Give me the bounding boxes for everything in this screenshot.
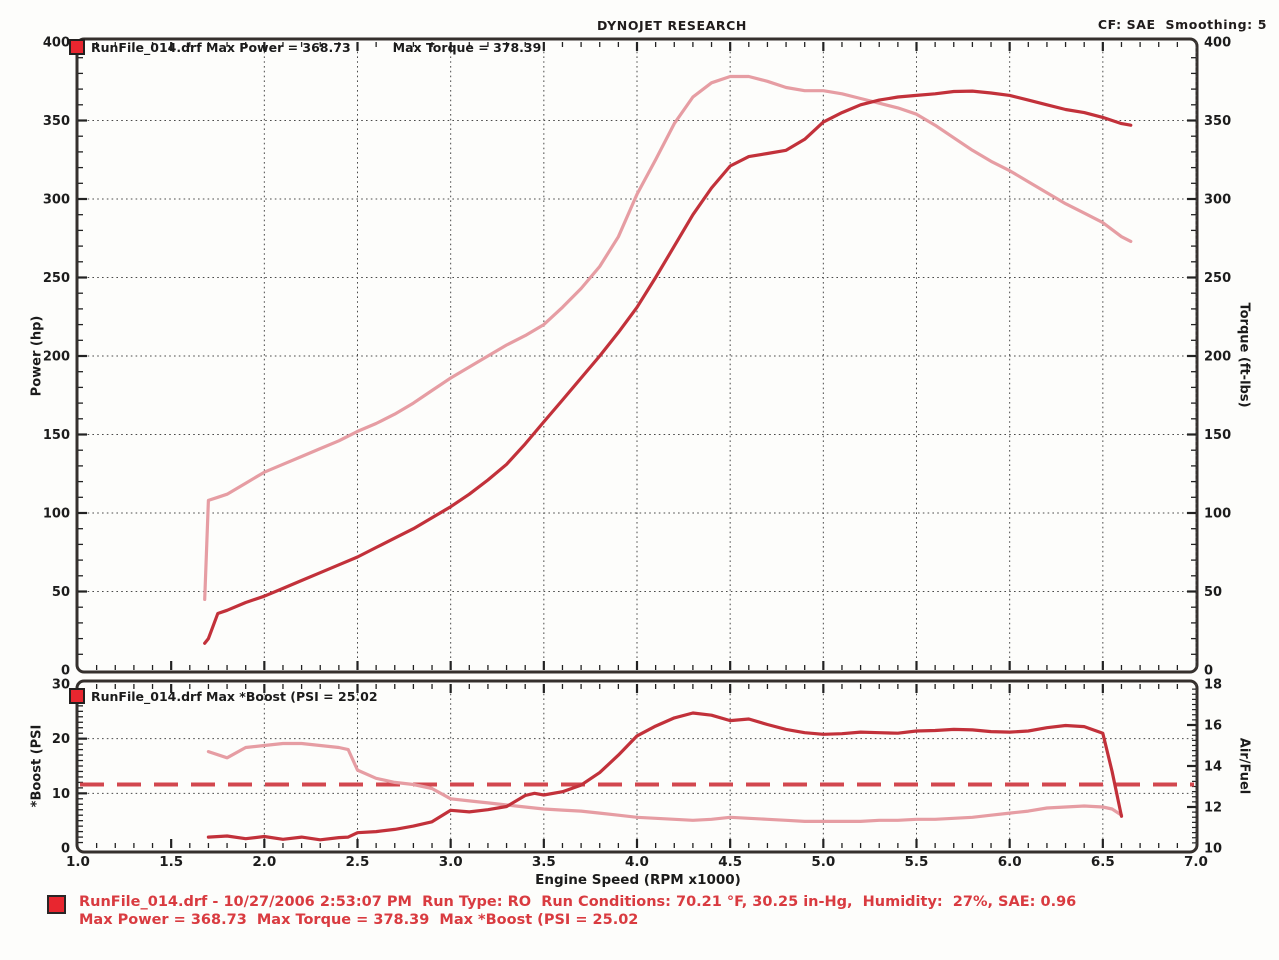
air-fuel-tick-label: 12 (1204, 801, 1222, 816)
rpm-tick-label: 4.5 (718, 854, 742, 870)
air-fuel-tick-label: 10 (1204, 842, 1222, 857)
page-title: DYNOJET RESEARCH (597, 18, 747, 33)
torque-tick-label: 50 (1204, 585, 1222, 600)
power-tick-label: 400 (43, 36, 70, 51)
power-tick-label: 100 (43, 507, 70, 522)
rpm-tick-label: 5.5 (905, 854, 929, 870)
bottom-chart-frame (75, 679, 1199, 854)
rpm-tick-label: 1.5 (159, 854, 183, 870)
boost-axis-title: *Boost (PSI (29, 724, 45, 808)
run-info-text: RunFile_014.drf - 10/27/2006 2:53:07 PM … (79, 893, 1076, 929)
boost-curve (206, 711, 1124, 842)
top-chart-frame (75, 37, 1199, 674)
air-fuel-axis-title: Air/Fuel (1236, 737, 1252, 795)
torque-tick-label: 150 (1204, 428, 1231, 443)
top-chart-legend: RunFile_014.drf Max Power = 368.73 Max T… (69, 39, 541, 55)
air-fuel-tick-label: 14 (1204, 760, 1222, 775)
boost-tick-label: 10 (52, 787, 70, 802)
engine-speed-axis-title: Engine Speed (RPM x1000) (535, 872, 741, 888)
torque-tick-label: 400 (1204, 36, 1231, 51)
bottom-chart-legend: RunFile_014.drf Max *Boost (PSI = 25.02 (69, 688, 378, 704)
torque-curve (203, 74, 1133, 602)
run-file-swatch-icon (47, 895, 66, 914)
power-tick-label: 300 (43, 193, 70, 208)
rpm-tick-label: 6.0 (998, 854, 1022, 870)
air-fuel-tick-label: 18 (1204, 678, 1222, 693)
run-file-swatch-icon (69, 39, 85, 55)
rpm-tick-label: 3.0 (439, 854, 463, 870)
rpm-tick-label: 1.0 (66, 854, 90, 870)
run-file-swatch-icon (69, 688, 85, 704)
power-axis-title: Power (hp) (29, 315, 45, 397)
torque-tick-label: 0 (1204, 664, 1213, 679)
power-tick-label: 200 (43, 350, 70, 365)
boost-tick-label: 20 (52, 732, 70, 747)
run-info-footer: RunFile_014.drf - 10/27/2006 2:53:07 PM … (47, 893, 1247, 929)
rpm-tick-label: 3.5 (532, 854, 556, 870)
air-fuel-curve (206, 741, 1124, 824)
rpm-tick-label: 7.0 (1184, 854, 1208, 870)
power-tick-label: 0 (61, 664, 70, 679)
correction-smoothing-label: CF: SAE Smoothing: 5 (1097, 17, 1267, 32)
boost-tick-label: 30 (52, 678, 70, 693)
run-info-line1: RunFile_014.drf - 10/27/2006 2:53:07 PM … (79, 894, 1077, 910)
max-power-legend-label: RunFile_014.drf Max Power = 368.73 (91, 39, 351, 55)
rpm-tick-label: 2.0 (252, 854, 276, 870)
power-tick-label: 250 (43, 271, 70, 286)
torque-tick-label: 100 (1204, 507, 1231, 522)
torque-tick-label: 250 (1204, 271, 1231, 286)
power-tick-label: 50 (52, 585, 70, 600)
run-info-line2: Max Power = 368.73 Max Torque = 378.39 M… (79, 912, 639, 928)
power-tick-label: 350 (43, 114, 70, 129)
torque-axis-title: Torque (ft-lbs) (1236, 302, 1252, 408)
rpm-tick-label: 2.5 (346, 854, 370, 870)
torque-tick-label: 200 (1204, 350, 1231, 365)
air-fuel-tick-label: 16 (1204, 719, 1222, 734)
rpm-tick-label: 4.0 (625, 854, 649, 870)
torque-tick-label: 300 (1204, 193, 1231, 208)
rpm-tick-label: 6.5 (1091, 854, 1115, 870)
power-curve (203, 89, 1133, 645)
boost-tick-label: 0 (61, 842, 70, 857)
rpm-tick-label: 5.0 (811, 854, 835, 870)
max-torque-legend-label: Max Torque = 378.39 (392, 39, 542, 55)
max-boost-legend-label: RunFile_014.drf Max *Boost (PSI = 25.02 (91, 688, 378, 704)
power-tick-label: 150 (43, 428, 70, 443)
torque-tick-label: 350 (1204, 114, 1231, 129)
